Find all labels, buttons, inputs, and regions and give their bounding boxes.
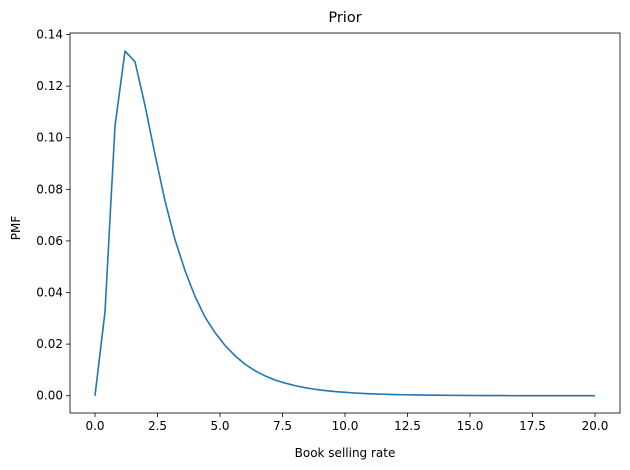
series-line-0 (94, 50, 596, 397)
x-tick-label: 15.0 (457, 419, 484, 433)
x-tick-label: 0.0 (85, 419, 104, 433)
x-tick-label: 10.0 (332, 419, 359, 433)
y-tick-label: 0.10 (36, 131, 63, 145)
x-tick-label: 20.0 (582, 419, 609, 433)
x-tick-label: 7.5 (273, 419, 292, 433)
chart-title: Prior (328, 10, 361, 26)
plot-frame (69, 32, 621, 414)
plot-area: 0.0 2.5 5.0 7.5 10.0 12.5 15.0 17.5 20.0 0.00 0.02… (36, 28, 621, 433)
y-tick-label: 0.14 (36, 28, 63, 42)
y-tick-label: 0.04 (36, 286, 63, 300)
y-tick-label: 0.06 (36, 234, 63, 248)
x-tick-label: 12.5 (394, 419, 421, 433)
x-axis-label: Book selling rate (295, 446, 396, 460)
y-tick-label: 0.02 (36, 337, 63, 351)
y-tick-label: 0.12 (36, 79, 63, 93)
y-tick-label: 0.00 (36, 389, 63, 403)
y-axis-label: PMF (9, 216, 23, 241)
x-tick-label: 2.5 (148, 419, 167, 433)
x-tick-label: 5.0 (210, 419, 229, 433)
y-tick-label: 0.08 (36, 182, 63, 196)
x-tick-label: 17.5 (519, 419, 546, 433)
